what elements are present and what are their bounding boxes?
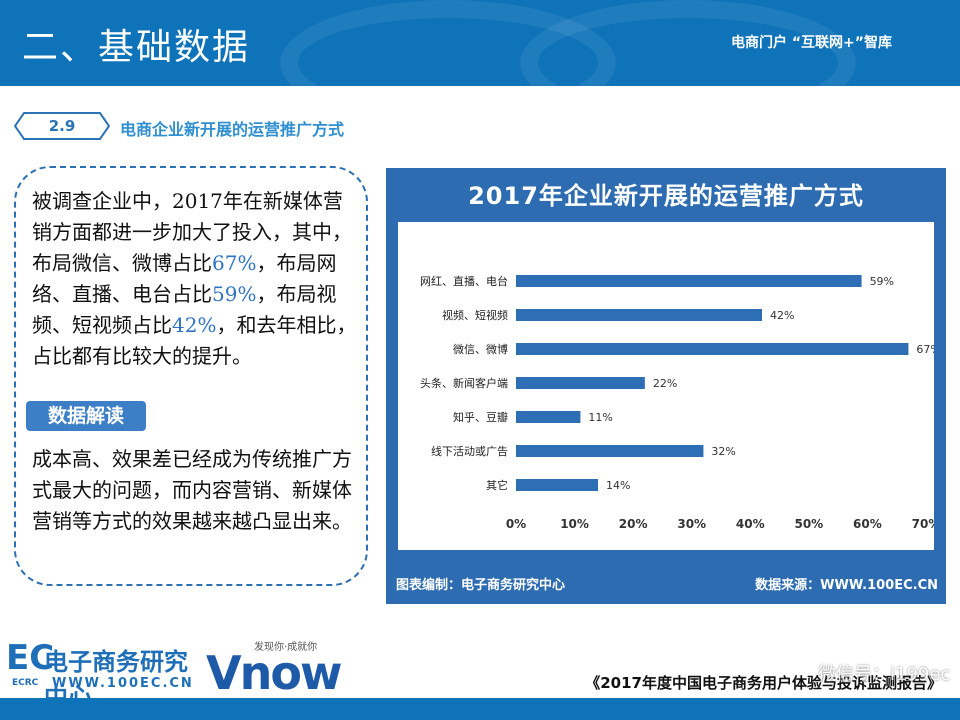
bar-chart: 网红、直播、电台 59% 视频、短视频 42% 微信、微博 67% 头条、新闻客户端 22% 知… (420, 274, 941, 531)
bar (516, 275, 862, 287)
chart-credit: 图表编制：电子商务研究中心 (396, 578, 566, 593)
data-label: 11% (588, 411, 612, 424)
section-tag-shape (14, 112, 110, 140)
bar (516, 479, 598, 491)
x-tick-label: 50% (794, 517, 823, 531)
x-tick-label: 0% (506, 517, 526, 531)
text-panel (14, 166, 368, 586)
interpretation-badge: 数据解读 (26, 401, 146, 431)
chart-area: 网红、直播、电台 59% 视频、短视频 42% 微信、微博 67% 头条、新闻客户端 22% 知… (398, 222, 941, 550)
ecrc-logo: EC 电子商务研究中心 ECRC WWW.100EC.CN (6, 638, 206, 711)
bar (516, 411, 581, 423)
vnow-logo: 发现你·成就你 Vnow (206, 638, 346, 700)
ecrc-mark: EC (6, 638, 55, 678)
ecrc-abbr: ECRC (12, 678, 39, 688)
category-label: 头条、新闻客户端 (420, 376, 508, 390)
data-label: 59% (870, 275, 894, 288)
data-label: 22% (653, 377, 677, 390)
summary-text: ，布局网络、直播、电台占比 (32, 251, 337, 306)
footer-bar (0, 698, 960, 720)
vnow-slogan: 发现你·成就你 (254, 642, 318, 653)
summary-text: ，布局视频、短视频占比 (32, 282, 337, 337)
data-label: 14% (606, 479, 630, 492)
category-label: 视频、短视频 (442, 308, 508, 322)
highlight-value: 59% (212, 282, 257, 306)
section-number: 2.9 (48, 117, 76, 135)
category-label: 微信、微博 (453, 342, 508, 356)
bar (516, 377, 645, 389)
data-label: 32% (711, 445, 735, 458)
summary-text: 被调查企业中，2017年在新媒体营销方面都进一步加大了投入，其中，布局微信、微博… (32, 189, 352, 275)
data-label: 67% (916, 343, 934, 356)
category-label: 其它 (486, 478, 508, 492)
category-label: 线下活动或广告 (431, 444, 508, 458)
summary-text: ，和去年相比，占比都有比较大的提升。 (32, 313, 357, 368)
header-tagline: 电商门户 “互联网+”智库 (730, 35, 892, 51)
ecrc-name: 电子商务研究中心 (44, 648, 188, 711)
vnow-wordmark: Vnow (206, 646, 342, 700)
x-tick-label: 20% (619, 517, 648, 531)
x-tick-label: 40% (736, 517, 765, 531)
chart-source: 数据来源：WWW.100EC.CN (755, 578, 938, 593)
bar (516, 445, 704, 457)
bar (516, 343, 909, 355)
section-number-tag: 2.9 (14, 112, 110, 140)
x-tick-label: 60% (853, 517, 882, 531)
header-bar: 二、基础数据 电商门户 “互联网+”智库 (0, 0, 960, 86)
category-label: 知乎、豆瓣 (453, 410, 508, 424)
category-label: 网红、直播、电台 (420, 274, 508, 288)
data-label: 42% (770, 309, 794, 322)
report-title: 《2017年度中国电子商务用户体验与投诉监测报告》 (585, 674, 942, 692)
ecrc-url: WWW.100EC.CN (52, 676, 194, 691)
bar (516, 309, 762, 321)
x-tick-label: 10% (560, 517, 589, 531)
highlight-value: 67% (212, 251, 257, 275)
interpretation-paragraph: 成本高、效果差已经成为传统推广方式最大的问题，而内容营销、新媒体营销等方式的效果… (32, 447, 352, 533)
chart-title: 2017年企业新开展的运营推广方式 (468, 182, 864, 210)
x-tick-label: 30% (677, 517, 706, 531)
wechat-watermark: 微信号：i199ec (818, 664, 951, 685)
section-title: 电商企业新开展的运营推广方式 (120, 120, 345, 139)
page-title: 二、基础数据 (22, 27, 251, 68)
x-tick-label: 70% (912, 517, 934, 531)
summary-paragraph: 被调查企业中，2017年在新媒体营销方面都进一步加大了投入，其中，布局微信、微博… (32, 186, 362, 372)
highlight-value: 42% (172, 313, 217, 337)
